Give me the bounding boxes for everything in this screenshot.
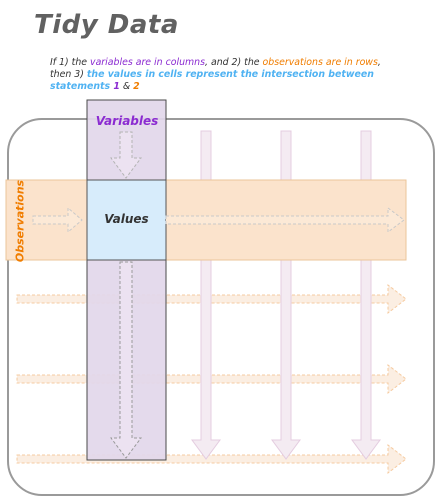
subtitle-ampersand: &: [119, 81, 134, 92]
values-phrase: the values in cells represent the inters…: [50, 69, 374, 92]
statement-1-number: 1: [113, 81, 120, 92]
variables-label: Variables: [95, 114, 159, 128]
variable-arrow-bottom: [110, 261, 142, 459]
subtitle-text-1: If 1) the: [50, 57, 91, 68]
values-label: Values: [104, 212, 149, 226]
diagram-title: Tidy Data: [34, 10, 179, 40]
subtitle-text-3: , then 3): [50, 57, 381, 80]
observations-phrase: observations are in rows: [262, 57, 378, 68]
observation-arrow-right: [165, 207, 405, 233]
values-cell: [86, 179, 167, 261]
variable-arrow-top: [110, 131, 142, 179]
diagram-subtitle: If 1) the variables are in columns, and …: [50, 57, 400, 93]
subtitle-text-2: , and 2) the: [204, 57, 263, 68]
table-frame: [7, 118, 435, 496]
faded-row-arrow-3: [16, 443, 407, 475]
statement-2-number: 2: [133, 81, 140, 92]
variables-phrase: variables are in columns: [90, 57, 205, 68]
observations-label: Observations: [13, 179, 27, 263]
observation-arrow-left: [32, 206, 83, 234]
